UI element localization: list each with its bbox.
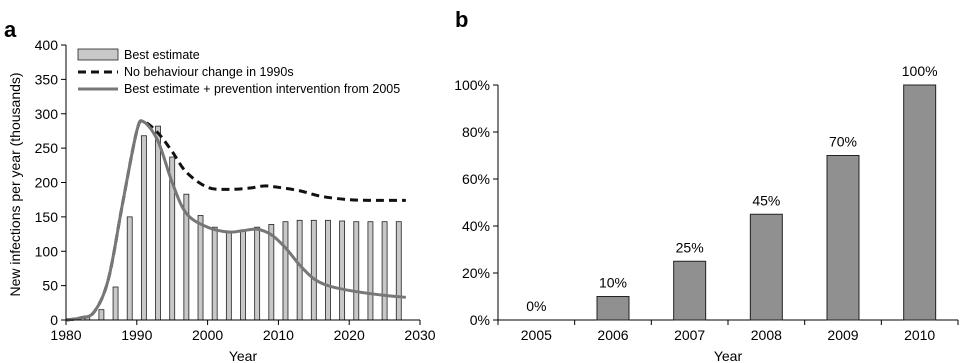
panel-b-letter: b [455, 7, 468, 32]
data-label-2007: 25% [676, 239, 704, 255]
x-tick-label: 1990 [121, 327, 152, 343]
bar-best-estimate [254, 226, 261, 321]
x-tick-label: 2010 [263, 327, 294, 343]
y-tick-label: 350 [35, 71, 59, 87]
bar-best-estimate [140, 135, 147, 321]
x-axis-title: Year [714, 348, 743, 363]
bar-2008 [749, 213, 783, 321]
y-tick-label: 150 [35, 209, 59, 225]
bar-best-estimate [296, 219, 303, 321]
bar-best-estimate [98, 309, 105, 321]
legend-swatch-bar [77, 48, 119, 61]
data-label-2010: 100% [902, 63, 938, 79]
y-tick-label: 60% [462, 171, 490, 187]
bar-best-estimate [367, 221, 374, 321]
data-label-2005: 0% [526, 298, 546, 314]
data-label-2009: 70% [829, 134, 857, 150]
y-tick-label: 40% [462, 218, 490, 234]
x-tick-label: 2030 [404, 327, 435, 343]
bar-best-estimate [325, 219, 331, 321]
y-tick-label: 300 [35, 106, 59, 122]
x-tick-label: 2010 [904, 327, 935, 343]
y-tick-label: 0 [50, 312, 58, 328]
panel-a-letter: a [4, 17, 17, 42]
x-tick-label: 2020 [334, 327, 365, 343]
legend-label-prevention: Best estimate + prevention intervention … [124, 82, 400, 96]
y-tick-label: 100 [35, 243, 59, 259]
y-tick-label: 50 [42, 278, 58, 294]
x-tick-label: 2000 [192, 327, 223, 343]
bar-best-estimate [395, 221, 402, 321]
x-tick-label: 2008 [751, 327, 782, 343]
bar-best-estimate [240, 230, 246, 321]
bar-2010 [903, 84, 937, 321]
y-tick-label: 20% [462, 265, 490, 281]
y-tick-label: 250 [35, 140, 59, 156]
bar-best-estimate [381, 221, 388, 321]
bar-best-estimate [225, 230, 232, 321]
bar-best-estimate [126, 216, 133, 321]
y-tick-label: 200 [35, 175, 59, 191]
bar-best-estimate [112, 286, 119, 321]
bar-best-estimate [197, 215, 204, 321]
panel-b-chart: 0% 20% 40% 60% 80% 100% 0% 2005 10% 2006 25% 2007 45… [454, 63, 959, 363]
bar-best-estimate [268, 224, 275, 321]
legend-label-best-estimate: Best estimate [124, 48, 200, 62]
legend-label-no-behaviour-change: No behaviour change in 1990s [124, 65, 294, 79]
bar-best-estimate [353, 221, 360, 321]
y-tick-label: 400 [35, 37, 59, 53]
x-tick-label: 2007 [674, 327, 705, 343]
data-label-2008: 45% [752, 192, 780, 208]
y-tick-label: 100% [454, 77, 490, 93]
x-tick-label: 2006 [597, 327, 628, 343]
bar-best-estimate [282, 221, 289, 321]
bar-best-estimate [211, 226, 218, 321]
bar-best-estimate [339, 220, 346, 321]
bar-2009 [826, 155, 860, 321]
line-prevention-intervention [65, 119, 406, 322]
y-tick-label: 80% [462, 124, 490, 140]
x-axis-title: Year [229, 348, 258, 363]
y-tick-label: 0% [470, 312, 490, 328]
bar-best-estimate [155, 125, 161, 321]
x-tick-label: 2009 [827, 327, 858, 343]
y-axis-title: New infections per year (thousands) [7, 72, 23, 296]
x-tick-label: 2005 [521, 327, 552, 343]
data-label-2006: 10% [599, 275, 627, 291]
bar-best-estimate [310, 219, 317, 321]
panel-a-chart: 0 50 100 150 200 250 300 350 400 1980 1990 2000 2010… [7, 37, 436, 363]
x-tick-label: 1980 [50, 327, 81, 343]
bar-2006 [596, 296, 630, 321]
bar-2007 [673, 260, 707, 321]
line-no-behaviour-change [65, 119, 406, 322]
